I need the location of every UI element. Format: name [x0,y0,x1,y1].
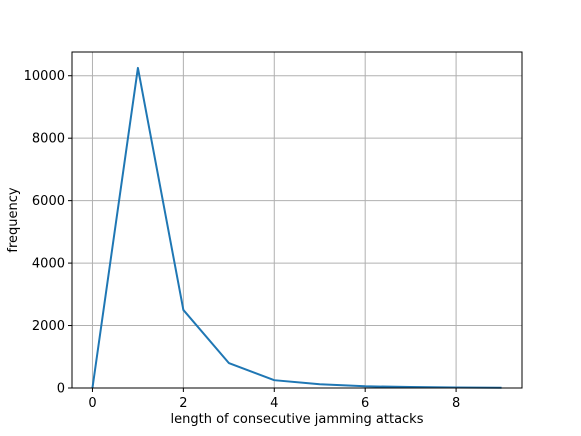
y-tick-label: 2000 [32,319,65,334]
x-axis-label: length of consecutive jamming attacks [171,412,424,427]
x-tick-label: 2 [179,396,187,411]
x-tick-label: 0 [88,396,96,411]
y-tick-label: 8000 [32,132,65,147]
plot-frame [71,51,523,389]
x-axis: 0 2 4 6 8 [88,388,460,411]
y-axis-label: frequency [6,187,21,253]
x-tick-label: 4 [270,396,278,411]
y-tick-label: 0 [57,382,65,397]
y-tick-label: 6000 [32,194,65,209]
y-tick-label: 10000 [24,69,65,84]
x-tick-label: 8 [452,396,460,411]
series-line [91,66,502,389]
x-tick-label: 6 [361,396,369,411]
y-tick-label: 4000 [32,257,65,272]
series-layer [91,66,502,389]
y-axis: 0 2000 4000 6000 8000 10000 [24,69,72,397]
